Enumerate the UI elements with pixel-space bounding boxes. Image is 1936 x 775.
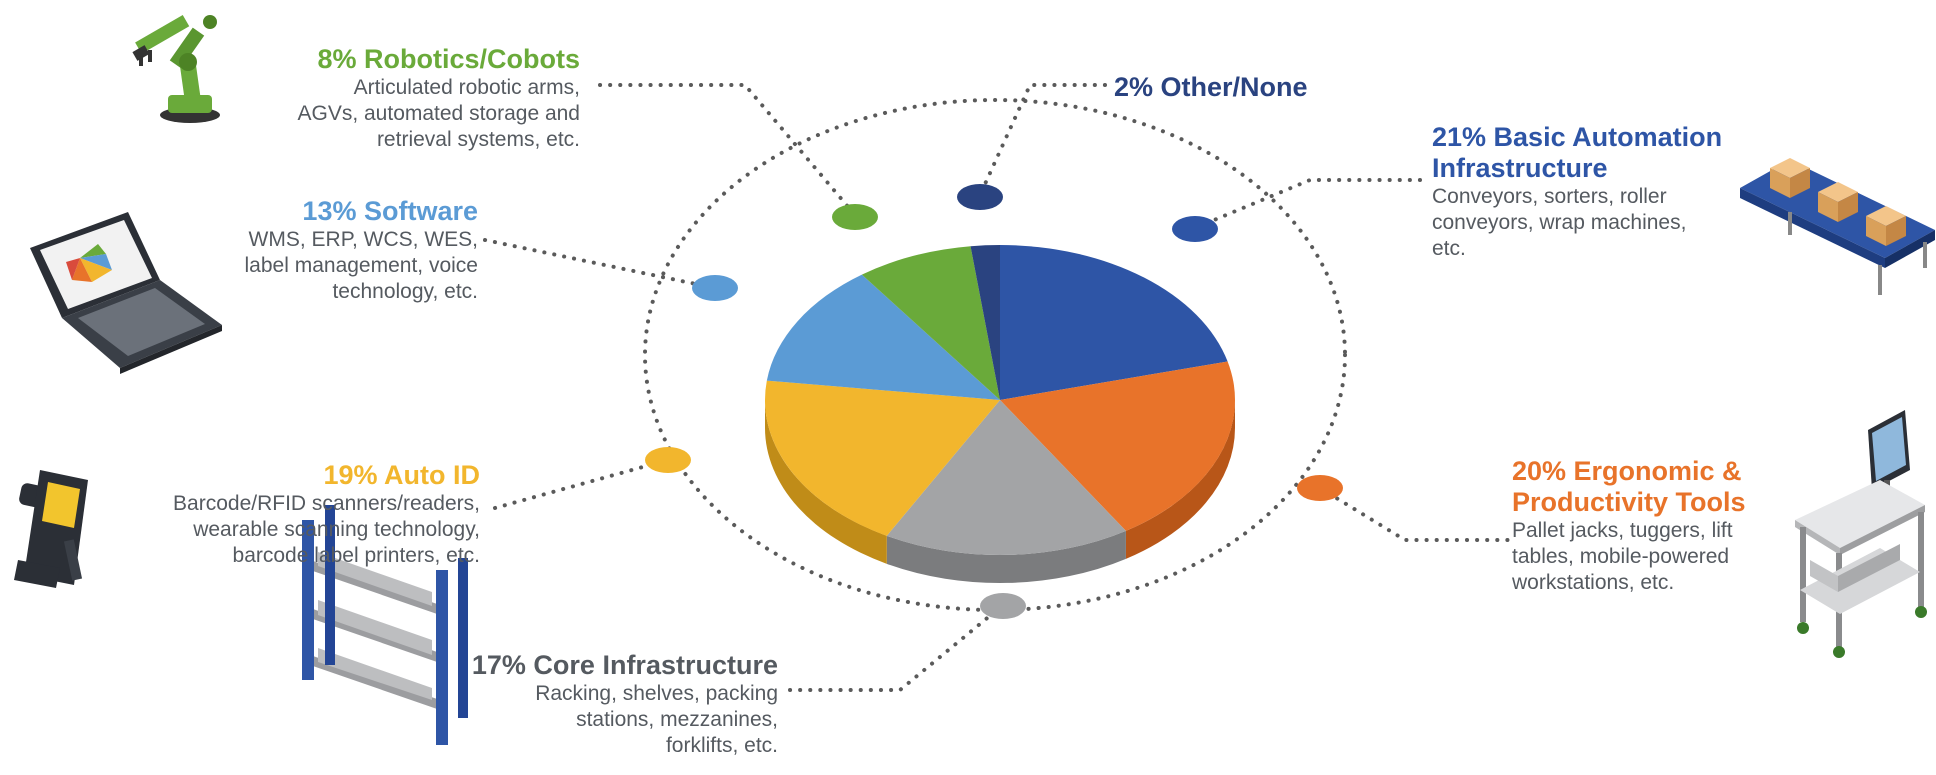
barcode-scanner-icon (14, 470, 88, 588)
label-robotics-line-2: AGVs, automated storage and (297, 102, 580, 125)
pie-side-3-0 (765, 400, 887, 564)
label-software: 13% Software WMS, ERP, WCS, WES, label m… (245, 196, 478, 305)
label-ergonomic: 20% Ergonomic & Productivity Tools Palle… (1512, 456, 1746, 596)
label-software-line-3: technology, etc. (332, 280, 478, 303)
label-autoid-line-1: Barcode/RFID scanners/readers, (173, 492, 480, 515)
connector-other (978, 83, 1107, 197)
dot-software (692, 275, 738, 301)
connector-robotics (598, 83, 857, 217)
label-basic: 21% Basic Automation Infrastructure Conv… (1432, 122, 1722, 262)
label-other: 2% Other/None (1114, 72, 1308, 103)
label-ergonomic-line-3: workstations, etc. (1512, 571, 1675, 594)
dot-ergonomic (1297, 475, 1343, 501)
dot-basic (1172, 216, 1218, 242)
connector-lines (483, 83, 1512, 692)
label-ergonomic-line-1: Pallet jacks, tuggers, lift (1512, 519, 1733, 542)
connector-ergonomic (1318, 486, 1512, 542)
label-robotics-line-3: retrieval systems, etc. (376, 128, 580, 151)
orbit-ring (643, 98, 1347, 612)
label-ergonomic-title-1: 20% Ergonomic & (1512, 456, 1742, 486)
storage-rack-icon (302, 505, 468, 745)
pie-slice-5 (861, 246, 1000, 400)
label-core: 17% Core Infrastructure Racking, shelves… (472, 650, 778, 759)
connector-basic (1193, 178, 1422, 230)
connector-autoid (493, 458, 670, 510)
label-robotics-title: 8% Robotics/Cobots (317, 44, 580, 74)
label-core-title: 17% Core Infrastructure (471, 650, 778, 680)
label-basic-line-2: conveyors, wrap machines, (1432, 211, 1687, 234)
connector-core (788, 603, 1005, 692)
label-robotics: 8% Robotics/Cobots Articulated robotic a… (297, 44, 580, 153)
label-autoid-line-3: barcode label printers, etc. (232, 544, 480, 567)
pie-slice-6 (970, 245, 1000, 400)
connector-software (483, 238, 717, 290)
robot-arm-icon (132, 14, 220, 123)
label-ergonomic-title-2: Productivity Tools (1512, 487, 1746, 517)
pie-slice-2 (886, 400, 1126, 555)
label-software-title: 13% Software (302, 196, 478, 226)
label-basic-title-1: 21% Basic Automation (1432, 122, 1723, 152)
label-core-line-3: forklifts, etc. (665, 734, 778, 757)
label-core-line-1: Racking, shelves, packing (535, 682, 778, 705)
label-software-line-2: label management, voice (244, 254, 478, 277)
label-autoid-line-2: wearable scanning technology, (193, 518, 480, 541)
dot-core (980, 593, 1026, 619)
label-basic-line-1: Conveyors, sorters, roller (1432, 185, 1667, 208)
label-basic-line-3: etc. (1432, 237, 1466, 260)
pie-slice-4 (766, 274, 1000, 400)
conveyor-icon (1740, 158, 1935, 295)
pie-side-1-0 (1125, 400, 1235, 559)
label-basic-title-2: Infrastructure (1432, 153, 1608, 183)
pie-slice-1 (1000, 361, 1235, 531)
label-other-title: 2% Other/None (1114, 72, 1308, 102)
label-robotics-line-1: Articulated robotic arms, (353, 76, 580, 99)
dot-autoid (645, 447, 691, 473)
dot-robotics (832, 204, 878, 230)
pie-slice-3 (764, 380, 1000, 536)
orbit-dots (645, 184, 1343, 619)
label-autoid-title: 19% Auto ID (323, 460, 480, 490)
laptop-icon (30, 212, 222, 374)
label-autoid: 19% Auto ID Barcode/RFID scanners/reader… (173, 460, 480, 569)
label-software-line-1: WMS, ERP, WCS, WES, (248, 228, 478, 251)
label-ergonomic-line-2: tables, mobile-powered (1512, 545, 1730, 568)
label-core-line-2: stations, mezzanines, (576, 708, 778, 731)
pie (764, 245, 1235, 583)
dot-other (957, 184, 1003, 210)
pie-side-2-0 (886, 530, 1126, 583)
mobile-workstation-icon (1795, 410, 1927, 658)
pie-slice-0 (1000, 245, 1228, 400)
